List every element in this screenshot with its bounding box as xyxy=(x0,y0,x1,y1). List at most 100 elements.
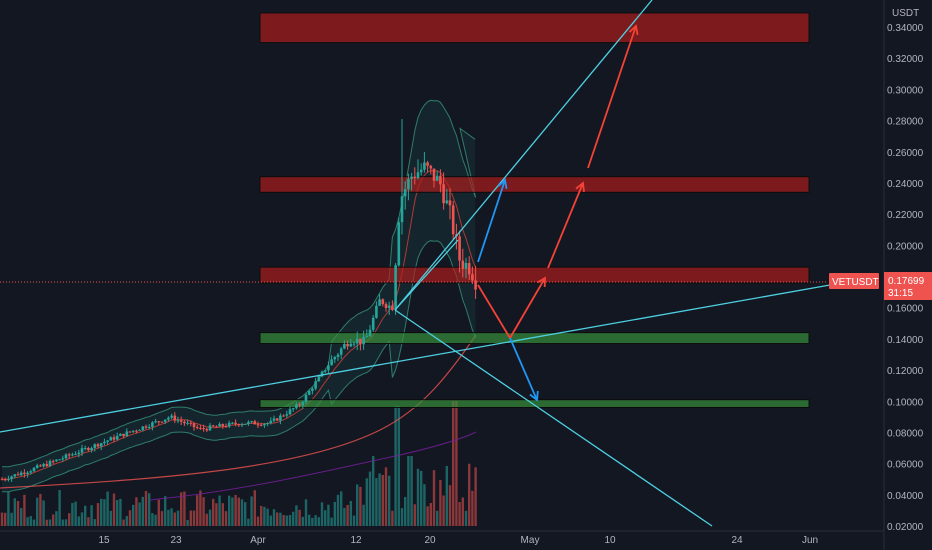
volume-bar xyxy=(292,511,295,526)
candle-body xyxy=(186,422,189,424)
candle-body xyxy=(333,357,337,360)
last-price-label: 0.17699 xyxy=(888,276,925,287)
volume-bar xyxy=(20,508,23,526)
volume-bar xyxy=(64,519,68,526)
candle-body xyxy=(35,465,39,468)
time-axis[interactable]: 15 23 Apr 12 20 May 10 24 Jun xyxy=(0,530,884,546)
resistance-zone xyxy=(259,266,810,284)
volume-bar xyxy=(208,509,212,526)
candle-body xyxy=(384,304,388,308)
volume-bar xyxy=(304,499,308,526)
candle-body xyxy=(202,428,205,430)
price-zones xyxy=(259,12,810,408)
candle-body xyxy=(93,444,97,448)
candle-body xyxy=(426,162,429,166)
candle-body xyxy=(147,426,151,428)
candle-body xyxy=(336,354,340,358)
candle-body xyxy=(128,431,132,433)
candle-body xyxy=(432,168,436,181)
candle-body xyxy=(10,476,13,480)
candle-body xyxy=(138,429,141,431)
countdown-label: 31:15 xyxy=(888,288,913,299)
candle-body xyxy=(381,299,385,305)
volume-bar xyxy=(365,478,368,526)
volume-bar xyxy=(77,516,80,526)
volume-bar xyxy=(39,493,42,526)
volume-bar xyxy=(234,494,237,526)
volume-bar xyxy=(336,494,340,526)
x-tick-label: Jun xyxy=(802,535,818,546)
volume-bar xyxy=(288,514,292,526)
candle-body xyxy=(141,426,145,430)
volume-bar xyxy=(394,406,397,526)
volume-bar xyxy=(442,495,445,526)
candle-body xyxy=(279,415,282,421)
y-tick-label: 0.10000 xyxy=(887,397,924,408)
volume-bar xyxy=(423,484,426,526)
volume-bar xyxy=(205,513,208,526)
volume-bar xyxy=(189,510,192,526)
candle-body xyxy=(288,409,292,415)
volume-bar xyxy=(356,484,359,526)
candle-body xyxy=(403,189,407,197)
candle-body xyxy=(173,415,177,421)
volume-bar xyxy=(368,471,372,526)
volume-bar xyxy=(471,490,474,526)
volume-bar xyxy=(448,485,452,526)
x-tick-label: 23 xyxy=(170,535,182,546)
candle-body xyxy=(211,425,215,427)
volume-bar xyxy=(420,470,423,526)
volume-bar xyxy=(375,478,378,526)
volume-bar xyxy=(7,491,10,526)
volume-bar xyxy=(343,507,346,526)
candle-body xyxy=(154,421,157,423)
volume-bar xyxy=(23,494,26,526)
volume-bar xyxy=(413,504,416,526)
candle-body xyxy=(135,430,138,432)
volume-bar xyxy=(330,517,333,526)
volume-bar xyxy=(324,510,327,526)
candle-body xyxy=(55,459,58,462)
candle-body xyxy=(314,381,317,389)
candle-body xyxy=(269,420,273,424)
volume-bar xyxy=(212,498,215,526)
candle-body xyxy=(291,408,295,410)
volume-bar xyxy=(96,503,100,526)
candle-body xyxy=(13,474,17,477)
candle-body xyxy=(7,479,10,481)
volume-bar xyxy=(362,504,365,526)
candle-body xyxy=(39,465,42,467)
volume-bar xyxy=(90,505,93,526)
candle-body xyxy=(259,424,263,426)
y-tick-label: 0.22000 xyxy=(887,210,924,221)
volume-bar xyxy=(295,505,298,526)
volume-bar xyxy=(80,512,84,526)
volume-bar xyxy=(244,502,247,526)
candle-body xyxy=(371,317,375,330)
candle-body xyxy=(266,423,269,425)
candle-body xyxy=(355,338,359,344)
volume-bar xyxy=(221,503,224,526)
candle-body xyxy=(192,423,196,428)
volume-bar xyxy=(263,506,266,526)
volume-bar xyxy=(154,514,157,526)
candle-body xyxy=(387,305,391,308)
y-tick-label: 0.04000 xyxy=(887,491,924,502)
candle-body xyxy=(131,430,135,432)
candle-body xyxy=(3,479,7,481)
volume-bar xyxy=(180,492,183,526)
volume-bar xyxy=(119,498,122,526)
band-fill xyxy=(2,100,476,492)
candle-body xyxy=(304,394,308,403)
alt-projection-arrow-up-head xyxy=(497,178,508,190)
volume-bar xyxy=(272,509,276,526)
candle-body xyxy=(442,184,445,204)
volume-bar xyxy=(202,497,205,526)
candle-body xyxy=(397,222,401,266)
volume-bar xyxy=(400,508,404,526)
volume-bar xyxy=(29,515,32,526)
alt-projection-arrow-down-head xyxy=(529,390,539,402)
candle-body xyxy=(205,429,209,431)
candle-body xyxy=(461,260,465,269)
